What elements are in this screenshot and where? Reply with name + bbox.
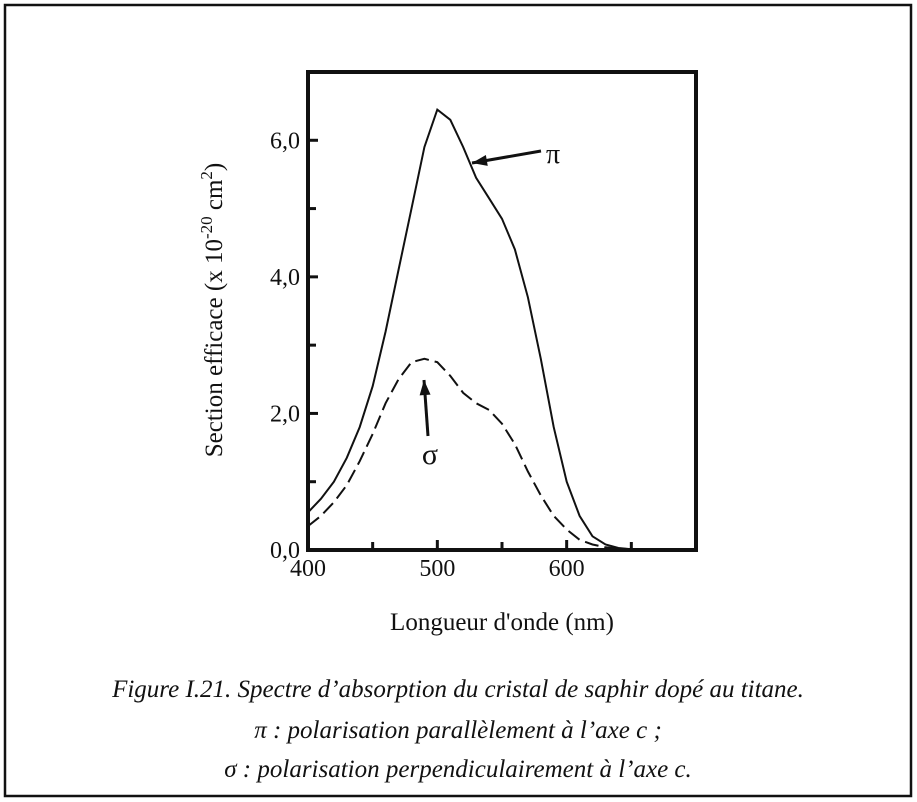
y-tick-label: 4,0	[270, 265, 300, 291]
y-axis-label-part: cm	[201, 179, 228, 216]
y-axis-label-sup: 2	[197, 171, 216, 180]
series-line	[307, 357, 696, 551]
y-axis-label-part: Section efficace (x 10	[201, 239, 228, 457]
arrow-head	[472, 155, 488, 166]
series-line	[307, 107, 696, 551]
x-axis-label: Longueur d'onde (nm)	[390, 609, 614, 636]
y-axis-label-sup: -20	[197, 216, 216, 239]
plot-frame	[306, 70, 698, 552]
y-axis-label-part: )	[201, 163, 228, 171]
x-tick-label: 600	[549, 556, 585, 582]
y-tick-label: 0,0	[270, 538, 300, 564]
y-tick-label: 2,0	[270, 401, 300, 427]
x-tick-label: 500	[419, 556, 455, 582]
series-annotation: σ	[422, 438, 438, 471]
x-tick-label: 400	[290, 556, 326, 582]
y-axis-label: Section efficace (x 10-20 cm2)	[197, 163, 228, 458]
caption-line: Figure I.21. Spectre d’absorption du cri…	[111, 676, 804, 703]
caption-line: σ : polarisation perpendiculairement à l…	[224, 756, 692, 783]
figure-border	[3, 3, 913, 798]
y-tick-label: 6,0	[270, 128, 300, 154]
arrow-head	[419, 380, 431, 396]
caption-line: π : polarisation parallèlement à l’axe c…	[254, 717, 662, 744]
series-annotation: π	[546, 139, 560, 170]
